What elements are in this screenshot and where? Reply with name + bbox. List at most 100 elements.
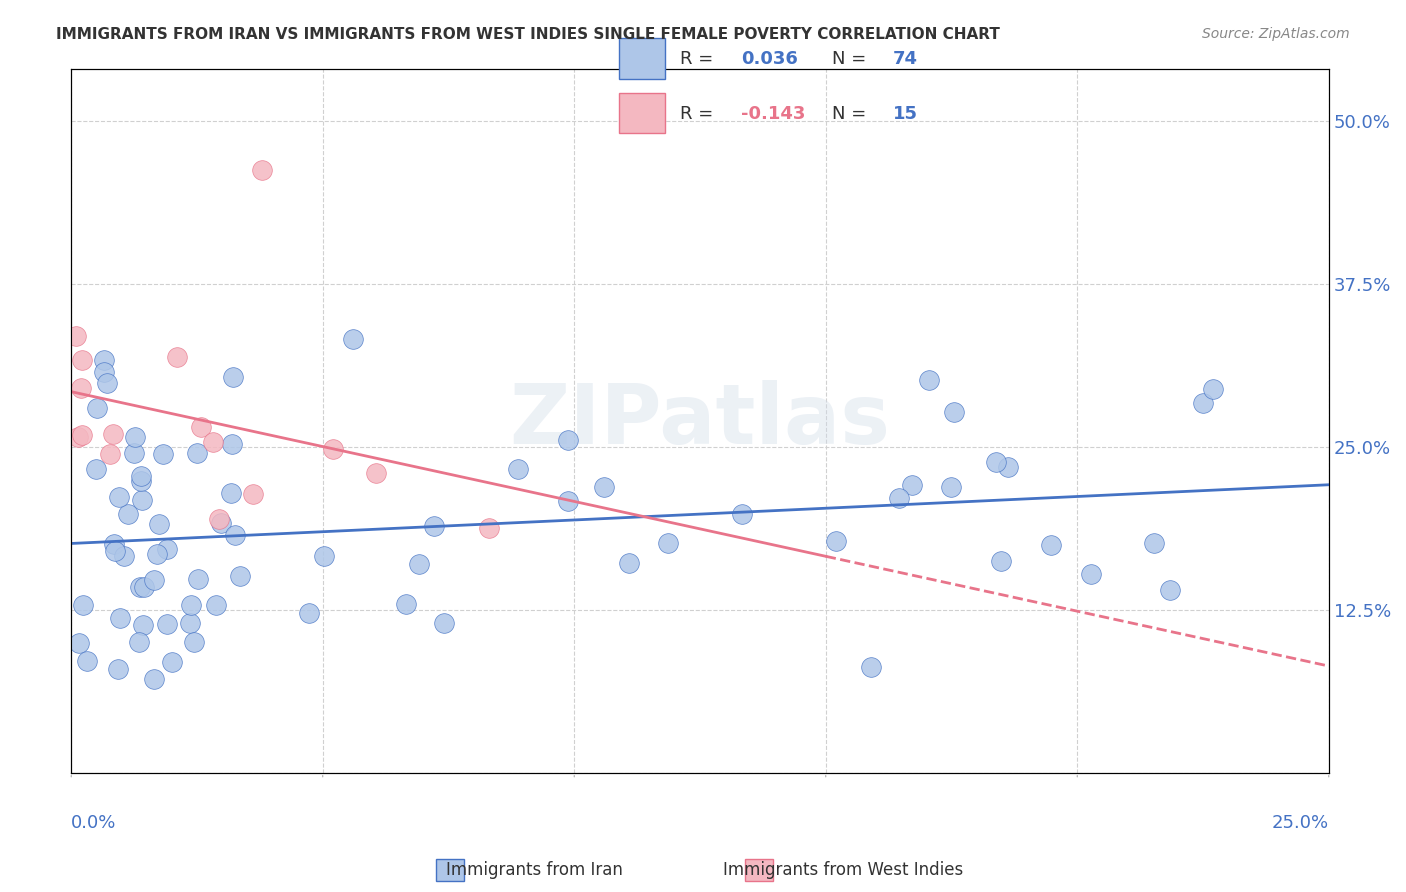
FancyBboxPatch shape	[619, 38, 665, 79]
Point	[1202, 382, 1225, 396]
Point	[557, 493, 579, 508]
Point	[209, 516, 232, 530]
Point	[166, 351, 188, 365]
Point	[148, 517, 170, 532]
Point	[1080, 566, 1102, 581]
Text: R =: R =	[681, 104, 718, 123]
Point	[205, 598, 228, 612]
Point	[65, 329, 87, 343]
Text: 0.0%: 0.0%	[72, 814, 117, 832]
Text: 74: 74	[893, 50, 918, 68]
Point	[186, 445, 208, 459]
Point	[423, 519, 446, 533]
Point	[132, 617, 155, 632]
Point	[128, 635, 150, 649]
FancyBboxPatch shape	[619, 93, 665, 134]
Point	[942, 405, 965, 419]
Point	[93, 365, 115, 379]
Point	[342, 332, 364, 346]
Point	[242, 487, 264, 501]
Point	[224, 528, 246, 542]
Text: 25.0%: 25.0%	[1271, 814, 1329, 832]
Point	[84, 462, 107, 476]
Point	[156, 617, 179, 632]
Point	[219, 485, 242, 500]
Point	[228, 568, 250, 582]
Point	[124, 430, 146, 444]
Point	[129, 474, 152, 488]
Point	[657, 535, 679, 549]
Point	[860, 659, 883, 673]
Text: R =: R =	[681, 50, 718, 68]
Point	[66, 430, 89, 444]
Point	[395, 597, 418, 611]
Point	[160, 655, 183, 669]
Point	[201, 434, 224, 449]
Point	[108, 490, 131, 504]
Point	[146, 547, 169, 561]
Point	[72, 428, 94, 442]
Point	[1192, 396, 1215, 410]
Point	[221, 437, 243, 451]
Point	[918, 373, 941, 387]
Point	[825, 533, 848, 548]
Point	[183, 635, 205, 649]
Point	[990, 554, 1012, 568]
Point	[132, 580, 155, 594]
Point	[131, 492, 153, 507]
Point	[314, 549, 336, 564]
Point	[941, 480, 963, 494]
Point	[1159, 583, 1181, 598]
Point	[86, 401, 108, 416]
Point	[122, 445, 145, 459]
Point	[557, 434, 579, 448]
Text: ZIPatlas: ZIPatlas	[509, 380, 890, 461]
Text: N =: N =	[832, 50, 872, 68]
Point	[997, 459, 1019, 474]
Point	[104, 544, 127, 558]
Point	[187, 572, 209, 586]
Point	[103, 537, 125, 551]
Point	[1143, 536, 1166, 550]
Point	[901, 478, 924, 492]
Point	[1039, 538, 1062, 552]
Point	[112, 549, 135, 563]
Point	[984, 455, 1007, 469]
Point	[129, 469, 152, 483]
Point	[129, 580, 152, 594]
Point	[72, 599, 94, 613]
Text: -0.143: -0.143	[741, 104, 806, 123]
Point	[408, 558, 430, 572]
Point	[478, 521, 501, 535]
Point	[117, 507, 139, 521]
Text: IMMIGRANTS FROM IRAN VS IMMIGRANTS FROM WEST INDIES SINGLE FEMALE POVERTY CORREL: IMMIGRANTS FROM IRAN VS IMMIGRANTS FROM …	[56, 27, 1000, 42]
Point	[152, 447, 174, 461]
Point	[364, 466, 387, 480]
Point	[110, 611, 132, 625]
Point	[70, 381, 93, 395]
Text: Immigrants from West Indies: Immigrants from West Indies	[724, 861, 963, 879]
Point	[508, 462, 530, 476]
Point	[731, 507, 754, 521]
Point	[298, 606, 321, 620]
Text: Immigrants from Iran: Immigrants from Iran	[446, 861, 623, 879]
Point	[322, 442, 344, 457]
Point	[887, 491, 910, 505]
Point	[222, 369, 245, 384]
Point	[96, 376, 118, 391]
Point	[593, 480, 616, 494]
Point	[190, 420, 212, 434]
Point	[208, 512, 231, 526]
Point	[101, 426, 124, 441]
Point	[617, 556, 640, 570]
Point	[142, 672, 165, 686]
Point	[433, 615, 456, 630]
Point	[98, 447, 121, 461]
Text: N =: N =	[832, 104, 872, 123]
Point	[252, 163, 274, 178]
Text: 0.036: 0.036	[741, 50, 797, 68]
Point	[93, 353, 115, 368]
Text: Source: ZipAtlas.com: Source: ZipAtlas.com	[1202, 27, 1350, 41]
Point	[67, 636, 90, 650]
Point	[179, 615, 201, 630]
